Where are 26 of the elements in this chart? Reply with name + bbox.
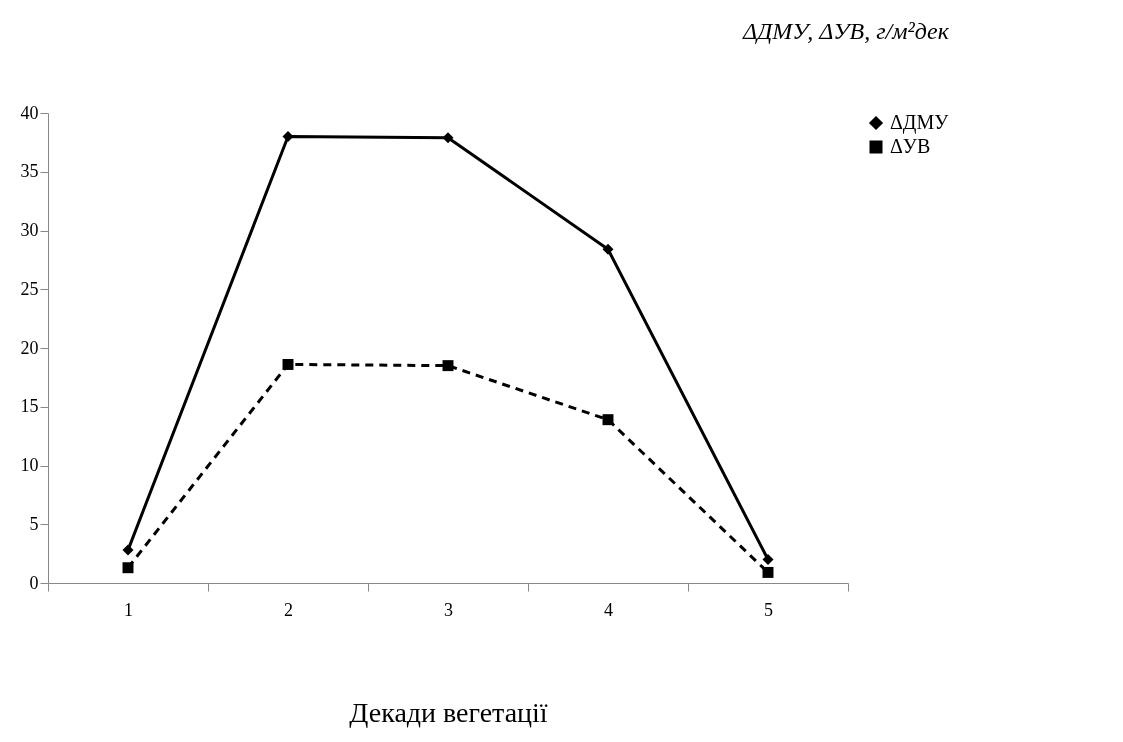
y-tick-label: 5 <box>29 513 39 534</box>
point <box>602 243 614 255</box>
y-tick-label: 30 <box>20 220 39 240</box>
chart-title: ΔДМУ, ΔУВ, г/м²дек <box>741 18 950 44</box>
point <box>122 544 134 556</box>
x-tick-label: 2 <box>284 599 293 620</box>
legend-label: ΔДМУ <box>890 111 950 134</box>
x-tick-label: 4 <box>604 599 613 620</box>
x-tick-label: 5 <box>764 599 773 620</box>
y-tick-label: 25 <box>20 278 39 299</box>
point <box>442 360 454 372</box>
x-tick-label: 3 <box>444 599 453 620</box>
point <box>602 414 614 426</box>
point <box>122 562 134 574</box>
point <box>442 132 454 144</box>
y-tick-label: 10 <box>20 455 39 475</box>
y-tick-label: 15 <box>20 396 39 417</box>
y-tick-label: 0 <box>29 572 39 593</box>
x-axis-title: Декади вегетації <box>349 696 548 728</box>
point <box>762 566 774 578</box>
legend-label: ΔУВ <box>890 135 931 157</box>
x-tick-label: 1 <box>124 599 133 620</box>
y-tick-label: 20 <box>20 337 39 358</box>
y-tick-label: 40 <box>20 102 39 123</box>
point <box>282 358 294 370</box>
y-tick-label: 35 <box>20 161 39 182</box>
